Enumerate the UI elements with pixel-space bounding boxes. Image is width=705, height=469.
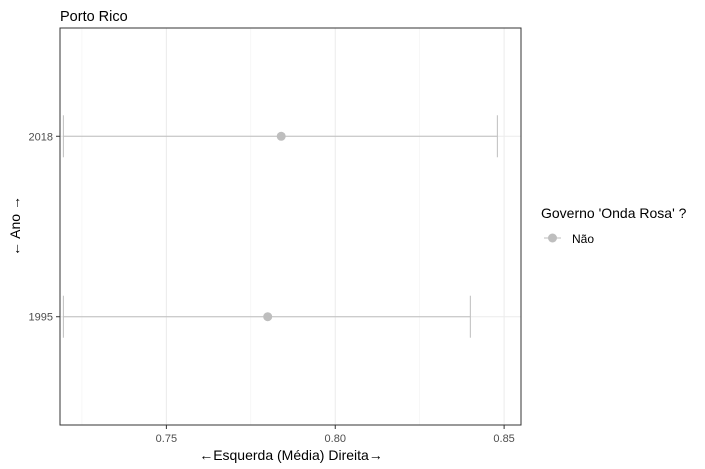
axes: 0.75 0.80 0.85 1995 2018 xyxy=(29,131,515,445)
legend-title: Governo 'Onda Rosa' ? xyxy=(541,205,687,221)
x-tick-label: 0.75 xyxy=(156,433,177,445)
plot-panel xyxy=(59,27,522,426)
data-marks xyxy=(62,115,498,338)
y-tick-label: 1995 xyxy=(29,312,53,324)
data-point xyxy=(276,131,286,141)
legend-entry-label: Não xyxy=(572,232,594,246)
x-tick-label: 0.80 xyxy=(325,433,346,445)
legend-entry: Não xyxy=(544,232,594,246)
y-tick-label: 2018 xyxy=(29,131,53,143)
chart-title: Porto Rico xyxy=(60,9,128,25)
x-axis-label: ←Esquerda (Média) Direita→ xyxy=(199,447,383,463)
legend-key-point xyxy=(548,233,557,243)
x-tick-label: 0.85 xyxy=(493,433,514,445)
y-axis-label: ← Ano → xyxy=(7,196,23,256)
data-point xyxy=(263,312,273,322)
grid-lines xyxy=(60,28,521,425)
legend: Governo 'Onda Rosa' ? Não xyxy=(541,205,687,246)
